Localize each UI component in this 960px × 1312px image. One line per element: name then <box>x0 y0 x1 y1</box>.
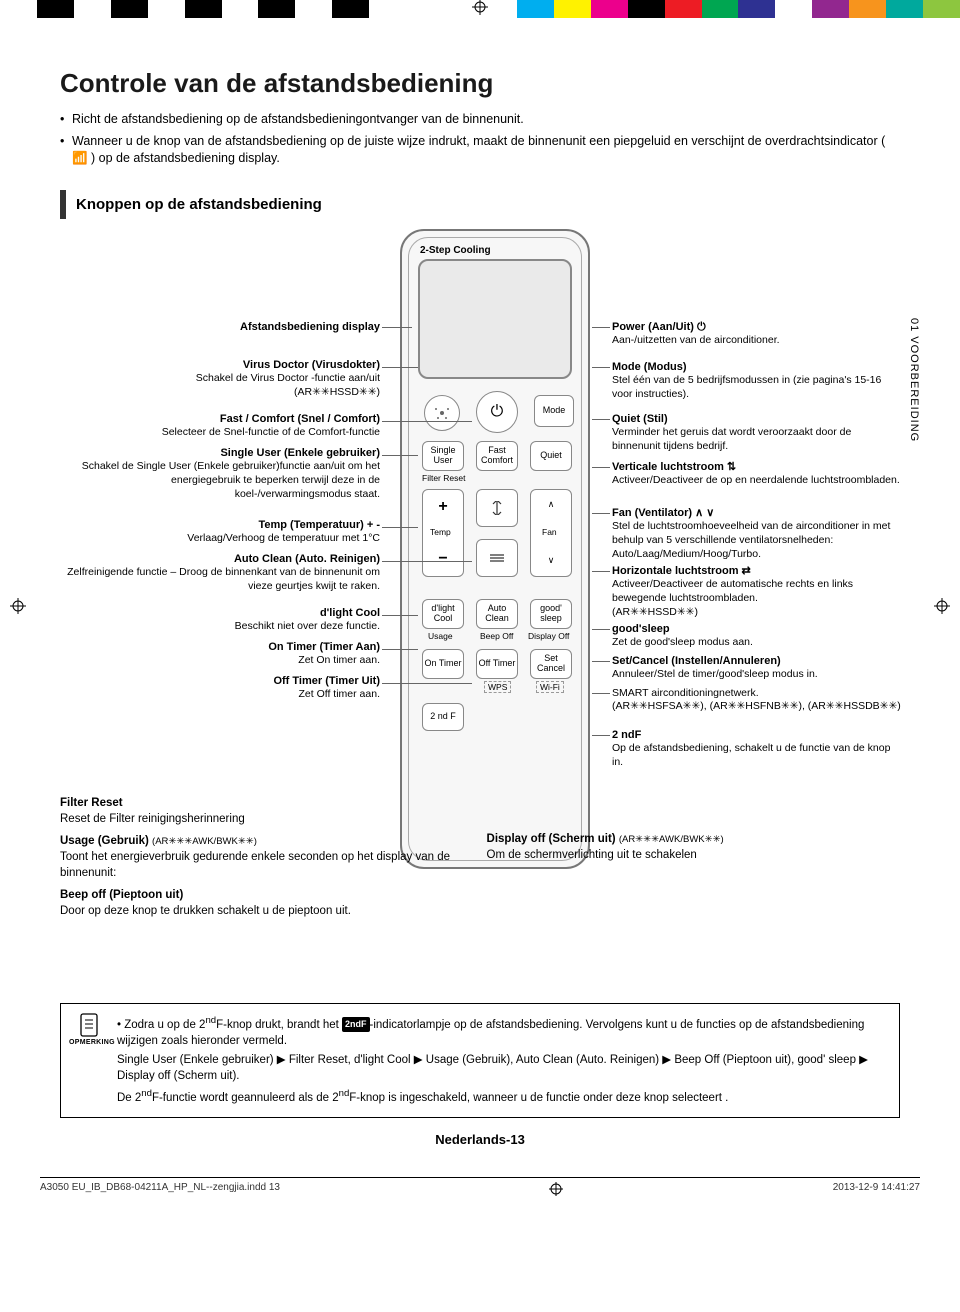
remote-display <box>418 259 572 379</box>
callout-dlight-cool: d'light CoolBeschikt niet over deze func… <box>60 607 380 635</box>
remote-control-diagram: 2-Step Cooling ⏻ Mode Single User Fast C… <box>400 229 590 869</box>
intro-item: Richt de afstandsbediening op de afstand… <box>60 111 900 129</box>
callout-good-sleep: good'sleepZet de good'sleep modus aan. <box>612 623 902 651</box>
registration-mark-bottom <box>549 1182 563 1199</box>
callout-vertical-airflow: Verticale luchtstroom ⇅Activeer/Deactive… <box>612 461 902 489</box>
registration-mark-left <box>10 598 26 617</box>
footer-filename: A3050 EU_IB_DB68-04211A_HP_NL--zengjia.i… <box>40 1182 280 1199</box>
section-heading: Knoppen op de afstandsbediening <box>60 190 332 219</box>
usage-label: Usage <box>428 631 453 641</box>
wps-label: WPS <box>484 681 511 693</box>
callout-fast-comfort: Fast / Comfort (Snel / Comfort)Selecteer… <box>60 413 380 441</box>
callout-quiet: Quiet (Stil)Verminder het geruis dat wor… <box>612 413 902 454</box>
beep-heading: Beep off (Pieptoon uit) <box>60 887 463 903</box>
second-f-button: 2 nd F <box>422 703 464 731</box>
fan-label: Fan <box>542 527 557 537</box>
callout-on-timer: On Timer (Timer Aan)Zet On timer aan. <box>60 641 380 669</box>
off-timer-button: Off Timer <box>476 649 518 679</box>
note-icon: OPMERKING <box>69 1012 109 1048</box>
registration-mark-top <box>472 0 488 18</box>
side-chapter-tab: 01 VOORBEREIDING <box>908 318 920 442</box>
vertical-airflow-button <box>476 489 518 527</box>
display-off-heading: Display off (Scherm uit) (AR✳✳✳AWK/BWK✳✳… <box>487 831 870 847</box>
filter-reset-label: Filter Reset <box>422 473 465 483</box>
virus-doctor-button <box>424 395 460 431</box>
callout-set-cancel: Set/Cancel (Instellen/Annuleren)Annuleer… <box>612 655 902 683</box>
horizontal-airflow-button <box>476 539 518 577</box>
callout-second-f: 2 ndFOp de afstandsbediening, schakelt u… <box>612 729 902 770</box>
page-title: Controle van de afstandsbediening <box>60 68 900 99</box>
document-footer: A3050 EU_IB_DB68-04211A_HP_NL--zengjia.i… <box>40 1177 920 1219</box>
display-off-label: Display Off <box>528 631 569 641</box>
set-cancel-button: Set Cancel <box>530 649 572 679</box>
callout-display: Afstandsbediening display <box>60 321 380 335</box>
beep-off-label: Beep Off <box>480 631 513 641</box>
page-number: Nederlands-13 <box>60 1132 900 1147</box>
quiet-button: Quiet <box>530 441 572 471</box>
filter-reset-heading: Filter Reset <box>60 795 463 811</box>
filter-reset-desc: Reset de Filter reinigingsherinnering <box>60 811 463 827</box>
note-line-2: Single User (Enkele gebruiker) ▶ Filter … <box>117 1052 887 1085</box>
callout-horizontal-airflow: Horizontale luchtstroom ⇄Activeer/Deacti… <box>612 565 902 620</box>
wifi-label: Wi-Fi <box>536 681 564 693</box>
callout-mode: Mode (Modus)Stel één van de 5 bedrijfsmo… <box>612 361 902 402</box>
usage-desc: Toont het energieverbruik gedurende enke… <box>60 849 463 881</box>
callout-temp: Temp (Temperatuur) + -Verlaag/Verhoog de… <box>60 519 380 547</box>
callout-single-user: Single User (Enkele gebruiker)Schakel de… <box>60 447 380 502</box>
callout-power: Power (Aan/Uit) ⏻Aan-/uitzetten van de a… <box>612 321 902 349</box>
intro-list: Richt de afstandsbediening op de afstand… <box>60 111 900 168</box>
single-user-button: Single User <box>422 441 464 471</box>
callout-smart-network: SMART airconditioningnetwerk. (AR✳✳HSFSA… <box>612 687 902 715</box>
step-cooling-label: 2-Step Cooling <box>420 245 491 256</box>
dlight-cool-button: d'light Cool <box>422 599 464 629</box>
note-line-3: De 2ndF-functie wordt geannuleerd als de… <box>117 1087 887 1107</box>
callout-virus-doctor: Virus Doctor (Virusdokter)Schakel de Vir… <box>60 359 380 400</box>
good-sleep-button: good' sleep <box>530 599 572 629</box>
note-box: OPMERKING • Zodra u op de 2ndF-knop druk… <box>60 1003 900 1118</box>
power-button: ⏻ <box>476 391 518 433</box>
on-timer-button: On Timer <box>422 649 464 679</box>
mode-button: Mode <box>534 395 574 427</box>
usage-heading: Usage (Gebruik) (AR✳✳✳AWK/BWK✳✳) <box>60 833 463 849</box>
registration-mark-right <box>934 598 950 617</box>
auto-clean-button: Auto Clean <box>476 599 518 629</box>
fast-comfort-button: Fast Comfort <box>476 441 518 471</box>
beep-desc: Door op deze knop te drukken schakelt u … <box>60 903 463 919</box>
temp-label: Temp <box>430 527 451 537</box>
note-line-1: • Zodra u op de 2ndF-knop drukt, brandt … <box>117 1014 887 1050</box>
intro-item: Wanneer u de knop van de afstandsbedieni… <box>60 133 900 168</box>
callout-fan: Fan (Ventilator) ∧ ∨Stel de luchtstroomh… <box>612 507 902 562</box>
display-off-desc: Om de schermverlichting uit te schakelen <box>487 847 870 863</box>
callout-auto-clean: Auto Clean (Auto. Reinigen)Zelfreinigend… <box>60 553 380 594</box>
callout-off-timer: Off Timer (Timer Uit)Zet Off timer aan. <box>60 675 380 703</box>
footer-date: 2013-12-9 14:41:27 <box>833 1182 920 1199</box>
